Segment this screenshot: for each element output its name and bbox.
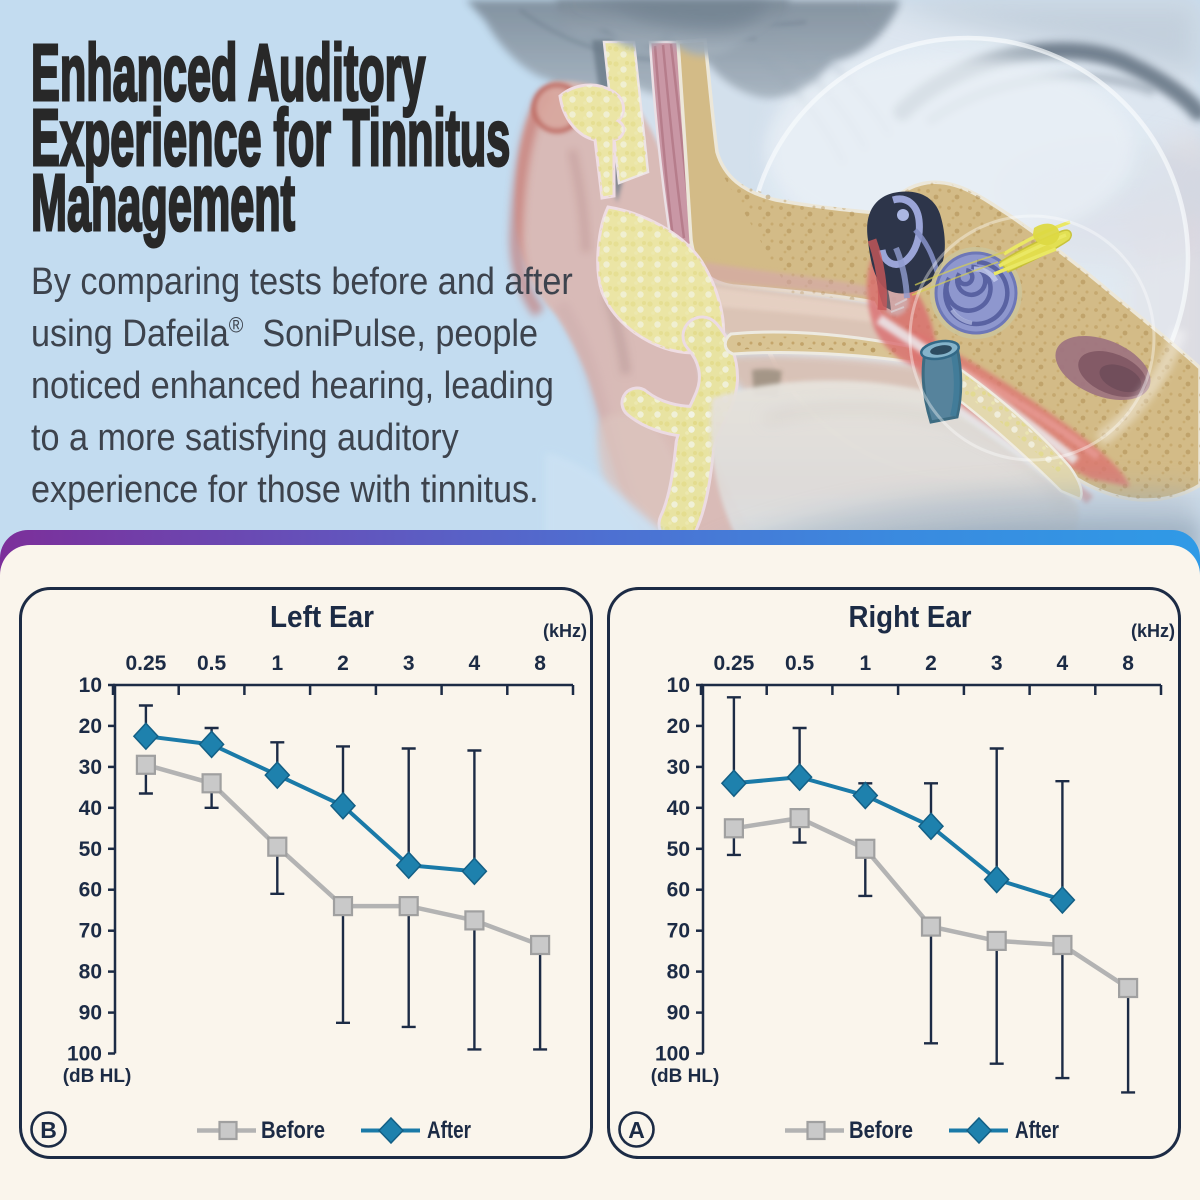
svg-text:3: 3 <box>991 652 1003 675</box>
svg-text:After: After <box>427 1117 471 1144</box>
svg-text:B: B <box>40 1117 57 1143</box>
svg-text:50: 50 <box>79 838 102 861</box>
svg-text:70: 70 <box>79 920 102 943</box>
svg-text:100: 100 <box>67 1043 102 1066</box>
svg-text:10: 10 <box>79 674 102 697</box>
svg-text:0.25: 0.25 <box>125 652 166 675</box>
svg-text:80: 80 <box>667 961 690 984</box>
svg-text:A: A <box>628 1117 645 1143</box>
svg-text:40: 40 <box>667 797 690 820</box>
svg-text:2: 2 <box>925 652 937 675</box>
svg-text:30: 30 <box>667 756 690 779</box>
svg-text:0.5: 0.5 <box>197 652 227 675</box>
svg-text:(dB HL): (dB HL) <box>63 1066 132 1087</box>
svg-text:0.5: 0.5 <box>785 652 815 675</box>
svg-text:80: 80 <box>79 961 102 984</box>
svg-text:10: 10 <box>667 674 690 697</box>
svg-text:90: 90 <box>79 1002 102 1025</box>
svg-text:3: 3 <box>403 652 415 675</box>
svg-text:90: 90 <box>667 1002 690 1025</box>
svg-text:Left Ear: Left Ear <box>270 599 374 634</box>
svg-text:2: 2 <box>337 652 349 675</box>
svg-text:1: 1 <box>859 652 871 675</box>
svg-text:After: After <box>1015 1117 1059 1144</box>
svg-text:Before: Before <box>849 1117 913 1144</box>
svg-text:20: 20 <box>667 715 690 738</box>
svg-text:40: 40 <box>79 797 102 820</box>
svg-text:(kHz): (kHz) <box>1131 621 1175 641</box>
svg-text:1: 1 <box>271 652 283 675</box>
svg-text:60: 60 <box>79 879 102 902</box>
svg-text:100: 100 <box>655 1043 690 1066</box>
svg-text:70: 70 <box>667 920 690 943</box>
svg-text:8: 8 <box>1122 652 1134 675</box>
svg-text:4: 4 <box>1057 652 1069 675</box>
svg-text:30: 30 <box>79 756 102 779</box>
svg-text:0.25: 0.25 <box>713 652 754 675</box>
svg-text:Right Ear: Right Ear <box>849 599 972 634</box>
svg-text:(kHz): (kHz) <box>543 621 587 641</box>
svg-text:4: 4 <box>469 652 481 675</box>
svg-text:8: 8 <box>534 652 546 675</box>
svg-text:60: 60 <box>667 879 690 902</box>
svg-text:(dB HL): (dB HL) <box>651 1066 720 1087</box>
svg-text:Before: Before <box>261 1117 325 1144</box>
svg-text:50: 50 <box>667 838 690 861</box>
svg-text:20: 20 <box>79 715 102 738</box>
